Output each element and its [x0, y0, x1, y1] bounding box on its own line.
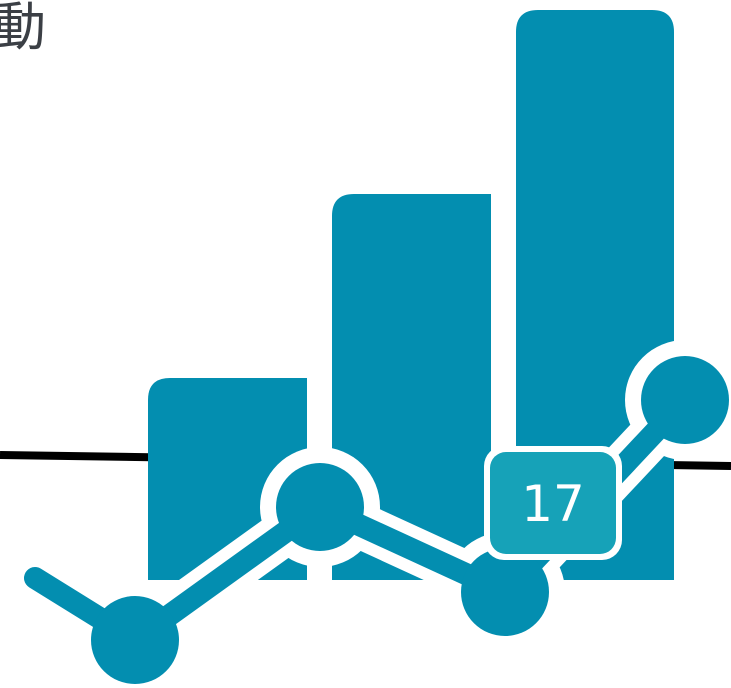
heading-fragment: 動 — [0, 0, 47, 58]
value-badge-text: 17 — [521, 475, 585, 533]
trend-node-3 — [461, 548, 549, 636]
value-badge: 17 — [484, 446, 622, 560]
trend-node-4 — [641, 356, 729, 444]
trend-node-2 — [276, 463, 364, 551]
trend-node-1 — [91, 596, 179, 684]
